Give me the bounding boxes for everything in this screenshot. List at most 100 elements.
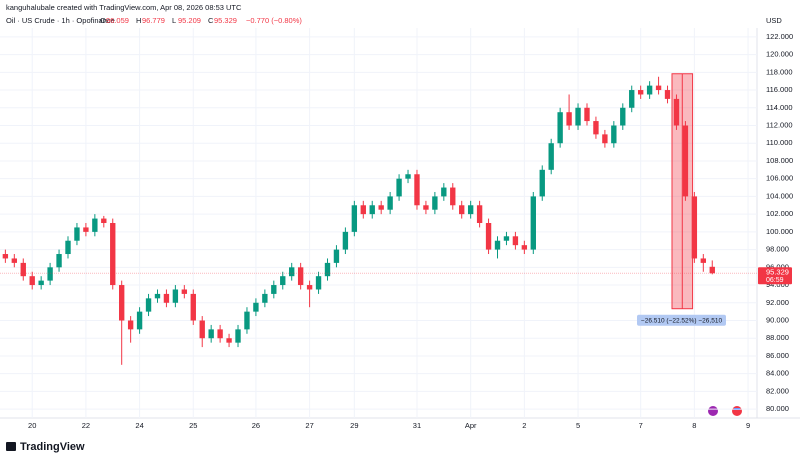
logo-text: TradingView: [20, 441, 85, 453]
y-tick-label: 108.000: [766, 156, 793, 165]
y-tick-label: 98.000: [766, 245, 789, 254]
logo-icon: [6, 442, 16, 451]
candle-body: [262, 293, 268, 303]
y-tick-label: 88.000: [766, 333, 789, 342]
candle-body: [378, 205, 384, 210]
candle-body: [566, 112, 572, 126]
candle-body: [127, 320, 134, 330]
countdown: 06:59: [766, 277, 784, 284]
flag-icon: [732, 406, 742, 416]
measure-label-box: [637, 314, 726, 326]
candle-body: [450, 187, 456, 206]
candle-body: [414, 174, 420, 206]
candle-body: [47, 267, 53, 281]
candle-body: [199, 320, 205, 339]
candle-body: [56, 254, 62, 268]
candle-body: [423, 205, 429, 210]
y-tick-label: 118.000: [766, 67, 793, 76]
ohlc-value: 95.329: [214, 16, 237, 25]
candle-body: [602, 134, 608, 144]
candle-body: [253, 302, 259, 312]
candle-body: [235, 329, 241, 343]
ohlc-value: 96.059: [106, 16, 129, 25]
y-tick-label: 92.000: [766, 298, 789, 307]
candle-body: [92, 218, 98, 232]
candle-body: [369, 205, 375, 215]
ohlc-label: L: [172, 16, 176, 25]
candle-body: [396, 178, 402, 197]
candle-body: [83, 227, 89, 232]
candle-body: [485, 223, 492, 250]
candle-body: [324, 262, 331, 277]
candle-body: [306, 285, 313, 290]
candle-body: [441, 187, 447, 197]
x-tick-label: 20: [28, 421, 36, 430]
y-tick-label: 96.000: [766, 262, 789, 271]
ohlc-value: 95.209: [178, 16, 201, 25]
candle-body: [110, 223, 116, 286]
grid: [0, 28, 757, 418]
author-line: kanguhalubale created with TradingView.c…: [6, 3, 242, 12]
candle-body: [351, 205, 358, 232]
measure-label: −26.510 (−22.52%) −26,510: [641, 317, 723, 324]
candle-body: [190, 293, 196, 321]
y-tick-label: 86.000: [766, 351, 789, 360]
candle-body: [387, 196, 393, 210]
candle-body: [297, 267, 304, 286]
candle-body: [709, 266, 715, 274]
x-tick-label: 25: [189, 421, 197, 430]
candle-body: [101, 218, 107, 223]
y-tick-label: 122.000: [766, 32, 793, 41]
candle-body: [620, 107, 626, 126]
y-tick-label: 120.000: [766, 50, 793, 59]
candle-body: [342, 231, 349, 250]
y-tick-label: 82.000: [766, 386, 789, 395]
y-tick-label: 112.000: [766, 120, 793, 129]
x-tick-label: 7: [639, 421, 643, 430]
ohlc-label: O: [100, 16, 106, 25]
y-tick-label: 106.000: [766, 174, 793, 183]
x-tick-label: 22: [82, 421, 90, 430]
candle-body: [360, 205, 366, 215]
y-tick-label: 104.000: [766, 191, 793, 200]
candle-body: [467, 205, 474, 215]
y-tick-label: 80.000: [766, 404, 789, 413]
y-tick-label: 116.000: [766, 85, 793, 94]
candle-body: [539, 169, 545, 197]
x-tick-label: 5: [576, 421, 580, 430]
y-tick-label: 90.000: [766, 315, 789, 324]
candle-body: [20, 262, 26, 277]
candle-body: [646, 85, 653, 95]
candle-body: [629, 90, 635, 108]
candle-body: [333, 249, 340, 263]
candle-body: [503, 236, 510, 241]
symbol: Oil · US Crude · 1h · Opofinance: [6, 16, 115, 25]
candle-body: [38, 280, 44, 286]
candle-body: [405, 174, 411, 179]
candle-body: [271, 285, 277, 294]
candle-body: [289, 267, 295, 277]
candle-body: [181, 289, 188, 294]
ohlc-value: 96.779: [142, 16, 165, 25]
candle-body: [136, 311, 143, 330]
candle-body: [521, 245, 528, 250]
logo: TradingView: [6, 441, 85, 453]
y-tick-label: 100.000: [766, 227, 793, 236]
candle-body: [432, 196, 438, 210]
candle-body: [637, 90, 644, 95]
candle-body: [208, 329, 214, 339]
candle-body: [530, 196, 536, 250]
candle-body: [217, 329, 223, 339]
candle-body: [512, 236, 519, 246]
change: −0.770 (−0.80%): [246, 16, 302, 25]
candle-body: [494, 240, 501, 250]
x-tick-label: 8: [692, 421, 696, 430]
candle-body: [74, 227, 80, 241]
currency: USD: [766, 16, 782, 25]
candle-body: [664, 90, 671, 99]
candle-body: [611, 125, 617, 144]
candle-body: [584, 107, 590, 122]
x-tick-label: 9: [746, 421, 750, 430]
candle-body: [119, 285, 125, 321]
